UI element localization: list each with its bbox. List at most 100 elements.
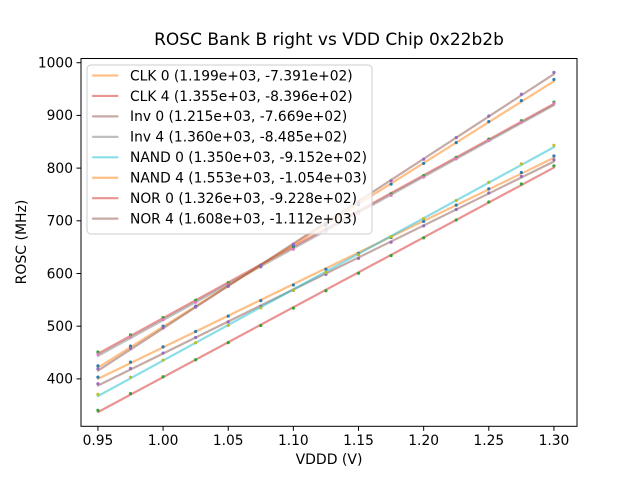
data-point-inv-0: [389, 240, 393, 244]
x-tick-label: 1.05: [213, 433, 244, 449]
data-point-inv-4: [96, 352, 100, 356]
y-tick-label: 500: [47, 319, 73, 335]
data-point-nor-0: [291, 306, 295, 310]
y-tick-label: 400: [47, 372, 73, 388]
data-point-nor-0: [487, 200, 491, 204]
data-point-inv-4: [161, 318, 165, 322]
y-tick-label: 600: [47, 266, 73, 282]
data-point-nor-4: [128, 346, 133, 351]
data-point-nor-0: [96, 408, 100, 412]
data-point-nand-0: [324, 270, 328, 275]
x-tick-label: 1.10: [278, 433, 309, 449]
data-point-clk-0: [161, 345, 165, 349]
data-point-nor-4: [519, 92, 523, 96]
data-point-nor-0: [519, 182, 523, 186]
data-point-nor-0: [128, 391, 133, 396]
data-point-inv-0: [161, 351, 165, 355]
y-tick-label: 700: [47, 214, 73, 230]
chart-title: ROSC Bank B right vs VDD Chip 0x22b2b: [154, 30, 504, 50]
data-point-clk-0: [422, 219, 426, 223]
x-tick-label: 1.20: [408, 433, 439, 449]
data-point-inv-4: [519, 120, 523, 124]
data-point-clk-0: [259, 299, 263, 303]
x-tick-label: 1.30: [539, 433, 570, 449]
data-point-clk-0: [128, 360, 133, 364]
legend-label-nor-4: NOR 4 (1.608e+03, -1.112e+03): [130, 211, 357, 227]
data-point-clk-0: [519, 170, 523, 175]
data-point-nor-0: [226, 341, 230, 345]
data-point-inv-4: [454, 157, 458, 161]
x-tick-label: 1.25: [473, 433, 504, 449]
data-point-nand-4: [519, 99, 523, 103]
data-point-nor-4: [194, 305, 198, 309]
data-point-nand-0: [422, 217, 426, 221]
data-point-inv-4: [389, 193, 393, 197]
data-point-clk-0: [552, 154, 556, 158]
data-point-clk-0: [194, 329, 198, 334]
data-point-nand-0: [454, 198, 458, 203]
data-point-nand-0: [291, 288, 295, 292]
data-point-inv-4: [422, 175, 426, 179]
data-point-nand-0: [226, 323, 230, 327]
data-point-nand-0: [96, 392, 100, 396]
data-point-nand-4: [389, 182, 393, 186]
data-point-nor-0: [324, 289, 328, 293]
data-point-nor-0: [422, 236, 426, 240]
data-point-nand-4: [454, 140, 458, 145]
x-tick-label: 1.15: [343, 433, 374, 449]
x-tick-label: 1.00: [148, 433, 179, 449]
data-point-nand-4: [128, 344, 133, 348]
data-point-inv-0: [487, 191, 491, 195]
data-point-clk-0: [226, 314, 230, 318]
data-point-inv-4: [194, 300, 198, 304]
legend-label-inv-0: Inv 0 (1.215e+03, -7.669e+02): [130, 109, 347, 125]
data-point-nor-4: [259, 263, 263, 268]
legend-label-clk-0: CLK 0 (1.199e+03, -7.391e+02): [130, 68, 353, 84]
data-point-nor-0: [259, 323, 263, 328]
data-point-inv-0: [96, 382, 100, 386]
data-point-nand-4: [552, 77, 556, 82]
data-point-inv-4: [128, 335, 133, 339]
data-point-nor-4: [422, 157, 426, 161]
y-tick-label: 900: [47, 108, 73, 124]
legend-box: [86, 64, 373, 235]
data-point-nand-0: [194, 341, 198, 345]
data-point-inv-0: [194, 335, 198, 340]
x-tick-label: 0.95: [83, 433, 114, 449]
data-point-nand-4: [96, 364, 100, 368]
data-point-inv-4: [291, 247, 295, 251]
data-point-clk-0: [487, 187, 491, 191]
data-point-nor-4: [552, 70, 556, 74]
data-point-nor-4: [454, 136, 458, 140]
data-point-inv-0: [552, 158, 556, 162]
data-point-nand-0: [128, 375, 133, 379]
data-point-nor-4: [291, 242, 295, 247]
legend-label-nand-4: NAND 4 (1.553e+03, -1.054e+03): [130, 171, 367, 187]
data-point-nor-4: [389, 179, 393, 183]
data-point-nand-4: [487, 120, 491, 124]
data-point-nor-0: [389, 253, 393, 258]
data-point-nor-0: [194, 358, 198, 362]
plot-frame: [80, 58, 578, 427]
data-point-nand-0: [356, 253, 361, 257]
data-point-nor-0: [161, 375, 165, 379]
data-point-nor-0: [356, 271, 361, 275]
data-point-nand-4: [422, 161, 426, 166]
data-point-nand-0: [259, 306, 263, 310]
data-point-nand-0: [487, 180, 491, 184]
data-point-nor-0: [552, 164, 556, 168]
data-point-clk-0: [291, 283, 295, 287]
x-axis-label: VDDD (V): [295, 452, 363, 468]
legend-label-inv-4: Inv 4 (1.360e+03, -8.485e+02): [130, 130, 347, 146]
data-point-inv-0: [128, 366, 133, 371]
data-point-inv-0: [422, 224, 426, 228]
data-point-inv-0: [519, 174, 523, 179]
data-point-nor-4: [96, 367, 100, 371]
data-point-nor-0: [454, 218, 458, 222]
data-point-inv-4: [552, 101, 556, 105]
data-point-nor-4: [226, 284, 230, 288]
data-point-nand-0: [389, 235, 393, 239]
data-point-inv-0: [454, 207, 458, 212]
data-point-inv-0: [356, 256, 361, 260]
